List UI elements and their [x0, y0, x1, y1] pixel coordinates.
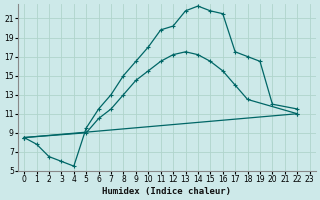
X-axis label: Humidex (Indice chaleur): Humidex (Indice chaleur) [102, 187, 231, 196]
